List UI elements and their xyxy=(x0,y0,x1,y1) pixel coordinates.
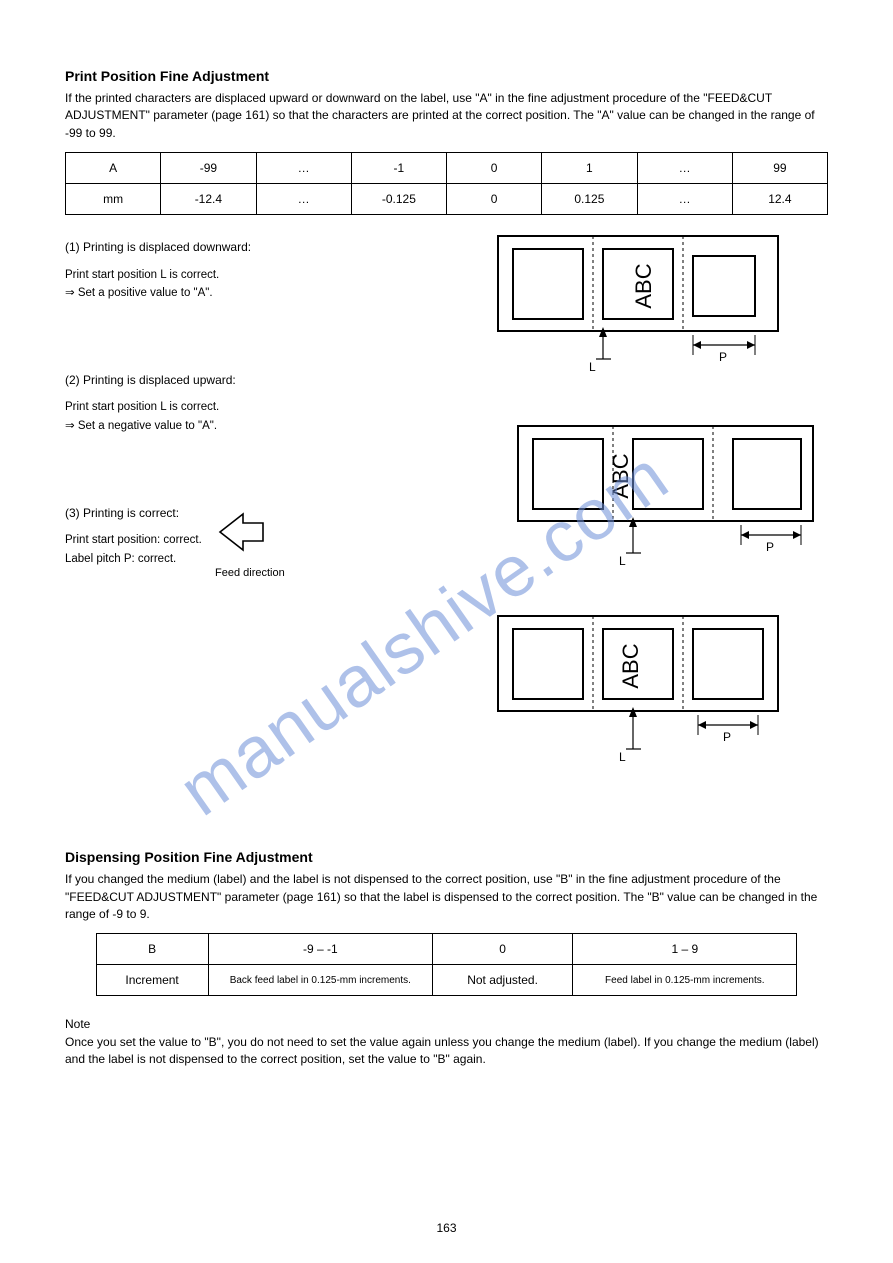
cell: -99 xyxy=(161,153,256,184)
section2-table: B -9 – -1 0 1 – 9 Increment Back feed la… xyxy=(96,933,798,996)
diagram-column: ABC L P xyxy=(493,231,828,801)
diagram-3-svg: ABC L P xyxy=(493,611,793,766)
cell: 0.125 xyxy=(542,184,637,215)
d1-capl: Print start position L is correct. xyxy=(65,267,473,284)
note-text: Note Once you set the value to "B", you … xyxy=(65,1016,828,1068)
d1-capp: ⇒ Set a positive value to "A". xyxy=(65,285,473,302)
spacer xyxy=(65,996,828,1012)
cell: 12.4 xyxy=(732,184,827,215)
d1-topcap: (1) Printing is displaced downward: xyxy=(65,239,473,256)
arrow-left-icon xyxy=(215,502,275,562)
cell: … xyxy=(637,184,732,215)
table-row: A -99 … -1 0 1 … 99 xyxy=(66,153,828,184)
section1-table: A -99 … -1 0 1 … 99 mm -12.4 … -0.125 0 … xyxy=(65,152,828,215)
svg-text:L: L xyxy=(619,750,626,764)
page-number: 163 xyxy=(0,1221,893,1235)
cell: Feed label in 0.125-mm increments. xyxy=(573,965,797,996)
cell: -9 – -1 xyxy=(208,934,432,965)
section2-title: Dispensing Position Fine Adjustment xyxy=(65,849,828,865)
table-row: B -9 – -1 0 1 – 9 xyxy=(96,934,797,965)
section1-body: If the printed characters are displaced … xyxy=(65,90,828,142)
cell: -1 xyxy=(351,153,446,184)
diagram-1: ABC L P xyxy=(493,231,828,386)
svg-text:P: P xyxy=(723,730,731,744)
svg-text:ABC: ABC xyxy=(618,643,643,688)
cell: Not adjusted. xyxy=(432,965,572,996)
svg-text:L: L xyxy=(619,554,626,568)
svg-text:P: P xyxy=(766,540,774,554)
cell: 1 – 9 xyxy=(573,934,797,965)
diagram-text-column: (1) Printing is displaced downward: Prin… xyxy=(65,231,473,579)
cell: -0.125 xyxy=(351,184,446,215)
d2-topcap: (2) Printing is displaced upward: xyxy=(65,372,473,389)
cell: -12.4 xyxy=(161,184,256,215)
section1-title: Print Position Fine Adjustment xyxy=(65,68,828,84)
diagram-2-svg: ABC L P xyxy=(513,421,823,576)
feed-direction: Feed direction xyxy=(215,502,473,579)
cell: … xyxy=(637,153,732,184)
cell: mm xyxy=(66,184,161,215)
cell: 0 xyxy=(432,934,572,965)
cell: 0 xyxy=(447,153,542,184)
d2-capl: Print start position L is correct. xyxy=(65,399,473,416)
cell: 0 xyxy=(447,184,542,215)
cell: Back feed label in 0.125-mm increments. xyxy=(208,965,432,996)
cell: 1 xyxy=(542,153,637,184)
svg-text:ABC: ABC xyxy=(608,453,633,498)
diagram-2: ABC L P xyxy=(513,421,828,576)
cell: B xyxy=(96,934,208,965)
section2-body: If you changed the medium (label) and th… xyxy=(65,871,828,923)
feed-dir-label: Feed direction xyxy=(215,567,473,579)
d2-capp: ⇒ Set a negative value to "A". xyxy=(65,418,473,435)
svg-text:ABC: ABC xyxy=(631,263,656,308)
svg-text:L: L xyxy=(589,360,596,374)
table-row: Increment Back feed label in 0.125-mm in… xyxy=(96,965,797,996)
diagram-1-svg: ABC L P xyxy=(493,231,793,386)
page: Print Position Fine Adjustment If the pr… xyxy=(0,0,893,1263)
cell: 99 xyxy=(732,153,827,184)
diagram-3: ABC L P xyxy=(493,611,828,766)
table-row: mm -12.4 … -0.125 0 0.125 … 12.4 xyxy=(66,184,828,215)
cell: … xyxy=(256,184,351,215)
spacer xyxy=(65,801,828,841)
spacer xyxy=(65,215,828,231)
cell: Increment xyxy=(96,965,208,996)
section-dispense-position: Dispensing Position Fine Adjustment If y… xyxy=(65,849,828,1068)
cell: A xyxy=(66,153,161,184)
section-print-position: Print Position Fine Adjustment If the pr… xyxy=(65,68,828,801)
svg-text:P: P xyxy=(719,350,727,364)
cell: … xyxy=(256,153,351,184)
